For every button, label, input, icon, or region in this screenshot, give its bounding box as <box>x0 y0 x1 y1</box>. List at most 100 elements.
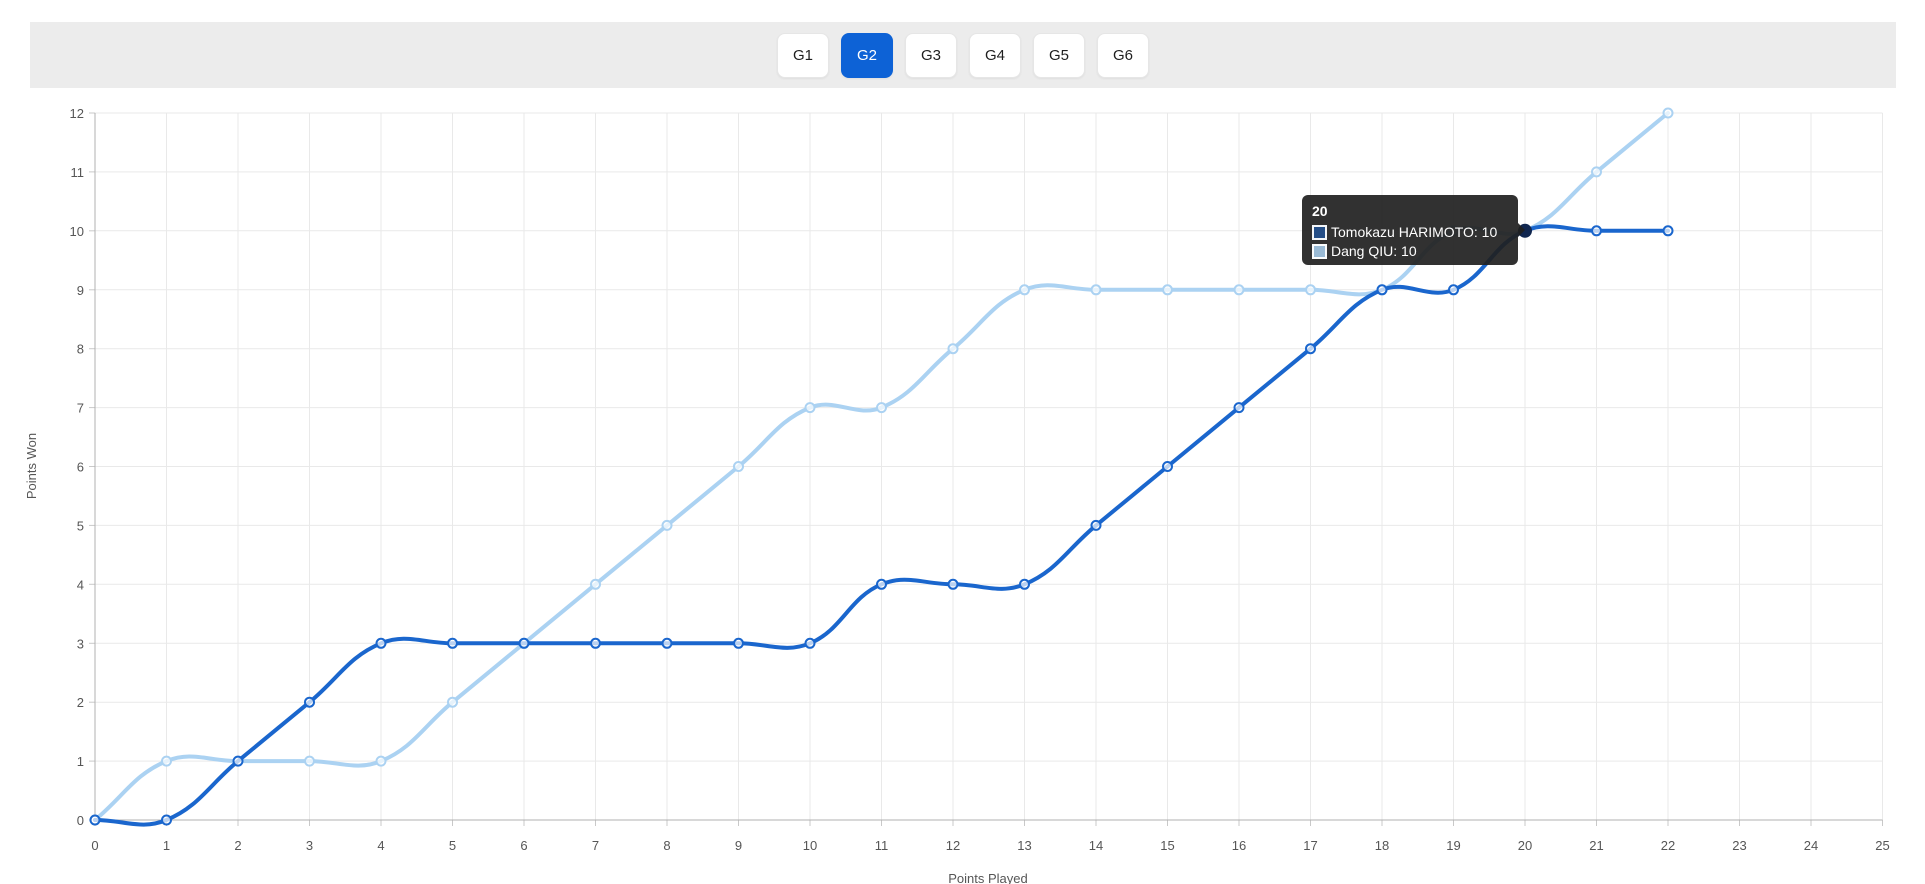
game-button-g4[interactable]: G4 <box>969 33 1021 78</box>
data-point-marker[interactable] <box>447 696 458 708</box>
data-point-marker[interactable] <box>447 637 458 649</box>
data-point-marker[interactable] <box>518 637 530 649</box>
tooltip-row-text: Dang QIU: 10 <box>1331 243 1417 259</box>
x-axis-title: Points Played <box>948 871 1028 884</box>
data-point-marker[interactable] <box>1019 284 1030 296</box>
x-tick-label: 12 <box>946 838 960 853</box>
data-point-marker[interactable] <box>1305 343 1316 355</box>
x-tick-label: 2 <box>234 838 241 853</box>
x-tick-label: 10 <box>803 838 817 853</box>
data-point-marker[interactable] <box>1162 461 1173 472</box>
y-axis-title: Points Won <box>24 433 39 499</box>
data-point-marker[interactable] <box>661 519 673 531</box>
x-tick-label: 7 <box>592 838 599 853</box>
series-swatch-icon <box>1312 244 1327 259</box>
y-tick-label: 8 <box>77 342 84 357</box>
gridlines <box>94 112 1883 821</box>
game-selector-bar: G1 G2 G3 G4 G5 G6 <box>30 22 1896 88</box>
y-tick-label: 4 <box>77 577 84 592</box>
x-tick-label: 13 <box>1017 838 1031 853</box>
tooltip-row-text: Tomokazu HARIMOTO: 10 <box>1331 224 1498 240</box>
chart-tooltip: 20 Tomokazu HARIMOTO: 10 Dang QIU: 10 <box>1302 195 1525 265</box>
data-point-marker[interactable] <box>375 637 387 649</box>
y-tick-label: 6 <box>77 460 84 475</box>
x-tick-label: 4 <box>377 838 384 853</box>
y-tick-label: 1 <box>77 754 84 769</box>
x-tick-label: 8 <box>663 838 670 853</box>
y-tick-label: 2 <box>77 695 84 710</box>
y-tick-label: 0 <box>77 813 84 828</box>
data-point-marker[interactable] <box>161 755 172 767</box>
data-point-marker[interactable] <box>1090 519 1102 531</box>
y-tick-label: 3 <box>77 636 84 651</box>
x-tick-label: 23 <box>1732 838 1746 853</box>
data-point-marker[interactable] <box>804 402 816 414</box>
data-point-marker[interactable] <box>89 814 101 826</box>
x-tick-label: 5 <box>449 838 456 853</box>
x-tick-label: 1 <box>163 838 170 853</box>
tick-labels: 0 1 2 3 4 5 6 7 8 9 10 11 12 13 14 15 16 17 18 19 20 21 22 23 24… <box>70 106 1890 853</box>
data-point-marker[interactable] <box>232 755 244 767</box>
y-tick-label: 7 <box>77 401 84 416</box>
data-point-marker[interactable] <box>1448 284 1459 296</box>
data-point-marker[interactable] <box>1233 402 1245 414</box>
tooltip-title: 20 <box>1312 203 1328 219</box>
data-point-marker[interactable] <box>1233 284 1245 296</box>
x-tick-label: 20 <box>1518 838 1532 853</box>
y-tick-label: 5 <box>77 518 84 533</box>
data-point-marker[interactable] <box>1019 578 1030 590</box>
data-point-marker[interactable] <box>590 578 601 590</box>
x-tick-label: 19 <box>1446 838 1460 853</box>
game-button-g2[interactable]: G2 <box>841 33 893 78</box>
data-point-marker[interactable] <box>1591 225 1602 237</box>
data-point-marker[interactable] <box>947 578 959 590</box>
game-button-g1[interactable]: G1 <box>777 33 829 78</box>
data-point-marker[interactable] <box>733 637 744 649</box>
data-point-marker[interactable] <box>876 402 887 414</box>
x-tick-label: 21 <box>1589 838 1603 853</box>
x-tick-label: 15 <box>1160 838 1174 853</box>
x-tick-label: 22 <box>1661 838 1675 853</box>
y-tick-label: 11 <box>71 165 85 180</box>
x-tick-label: 17 <box>1303 838 1317 853</box>
x-tick-label: 16 <box>1232 838 1246 853</box>
x-tick-label: 11 <box>875 838 889 853</box>
axis-lines <box>94 113 1883 821</box>
x-tick-label: 6 <box>520 838 527 853</box>
game-button-group: G1 G2 G3 G4 G5 G6 <box>30 33 1896 78</box>
data-point-marker[interactable] <box>161 814 172 826</box>
data-point-marker[interactable] <box>304 755 315 767</box>
y-tick-label: 12 <box>70 106 84 121</box>
data-point-marker[interactable] <box>947 343 959 355</box>
game-button-g6[interactable]: G6 <box>1097 33 1149 78</box>
data-point-marker[interactable] <box>1090 284 1102 296</box>
data-point-marker[interactable] <box>1162 284 1173 296</box>
data-point-marker[interactable] <box>1305 284 1316 296</box>
x-tick-label: 24 <box>1804 838 1818 853</box>
data-point-marker[interactable] <box>1662 107 1674 119</box>
game-button-g5[interactable]: G5 <box>1033 33 1085 78</box>
x-tick-label: 3 <box>306 838 313 853</box>
data-point-marker[interactable] <box>1591 166 1602 178</box>
game-button-g3[interactable]: G3 <box>905 33 957 78</box>
x-tick-label: 25 <box>1875 838 1889 853</box>
tooltip-row: Dang QIU: 10 <box>1312 242 1508 261</box>
x-tick-label: 14 <box>1089 838 1103 853</box>
data-point-marker[interactable] <box>590 637 601 649</box>
x-tick-label: 0 <box>91 838 98 853</box>
data-point-marker[interactable] <box>661 637 673 649</box>
data-point-marker[interactable] <box>876 578 887 590</box>
data-point-marker[interactable] <box>733 461 744 472</box>
data-point-marker[interactable] <box>1376 284 1388 296</box>
data-point-marker[interactable] <box>1662 225 1674 237</box>
x-tick-label: 18 <box>1375 838 1389 853</box>
x-tick-label: 9 <box>735 838 742 853</box>
data-point-marker[interactable] <box>804 637 816 649</box>
tick-marks <box>89 112 1883 826</box>
y-tick-label: 9 <box>77 283 84 298</box>
data-point-marker[interactable] <box>375 755 387 767</box>
data-point-marker[interactable] <box>304 696 315 708</box>
tooltip-row: Tomokazu HARIMOTO: 10 <box>1312 223 1508 242</box>
